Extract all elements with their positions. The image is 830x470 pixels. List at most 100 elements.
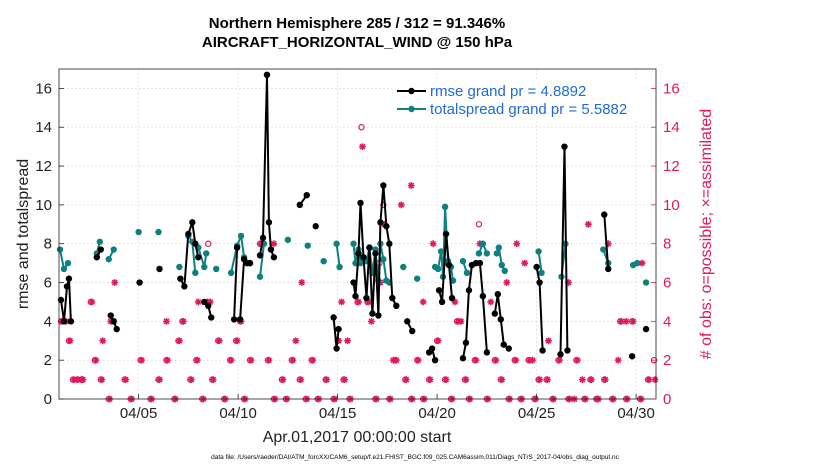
obs-assimilated-marker <box>529 356 537 364</box>
legend-box <box>392 80 650 120</box>
obs-assimilated-marker <box>503 279 511 286</box>
obs-assimilated-marker <box>414 356 422 364</box>
y-axis-label: rmse and totalspread <box>15 159 32 309</box>
spread-point <box>414 275 421 282</box>
rmse-point <box>335 325 342 333</box>
rmse-point <box>350 279 357 286</box>
obs-assimilated-marker <box>355 298 362 306</box>
x-tick-label: 04/30 <box>617 405 655 422</box>
obs-assimilated-marker <box>556 356 563 364</box>
y-tick-label: 12 <box>35 158 52 175</box>
obs-assimilated-marker <box>338 298 345 306</box>
rmse-point <box>494 290 501 298</box>
obs-assimilated-marker <box>270 240 278 248</box>
obs-assimilated-marker <box>98 376 106 383</box>
rmse-point <box>491 310 499 317</box>
obs-assimilated-marker <box>536 376 543 383</box>
obs-assimilated-marker <box>215 337 223 345</box>
obs-assimilated-marker <box>426 376 434 383</box>
legend-rmse-label: rmse grand pr = 4.8892 <box>430 83 586 100</box>
rmse-point <box>442 230 450 238</box>
legend: rmse grand pr = 4.8892 totalspread grand… <box>392 80 650 120</box>
obs-assimilated-marker <box>344 337 351 345</box>
obs-assimilated-marker <box>233 337 241 345</box>
rmse-point <box>363 294 370 302</box>
obs-assimilated-marker <box>614 356 622 364</box>
spread-point <box>284 236 292 244</box>
obs-assimilated-marker <box>323 376 331 383</box>
rmse-point <box>201 298 208 306</box>
spread-point <box>192 269 199 277</box>
x-axis-label: Apr.01,2017 00:00:00 start <box>263 429 452 446</box>
x-tick-label: 04/25 <box>518 405 556 422</box>
rmse-point <box>263 71 271 79</box>
x-tick-label: 04/05 <box>120 405 158 422</box>
rmse-point <box>465 287 473 294</box>
rmse-point <box>357 199 364 207</box>
rmse-point <box>296 201 303 209</box>
y-tick-label: 10 <box>35 197 52 214</box>
obs-assimilated-marker <box>206 298 214 306</box>
spread-point <box>463 269 471 277</box>
x-tick-label: 04/10 <box>219 405 257 422</box>
rmse-point <box>435 287 443 294</box>
spread-point <box>633 259 641 267</box>
spread-point <box>483 250 491 257</box>
spread-point <box>237 232 245 240</box>
obs-assimilated-marker <box>472 356 480 364</box>
spread-point <box>642 279 650 286</box>
y-right-tick-label: 8 <box>663 236 671 253</box>
rmse-point <box>564 347 571 354</box>
rmse-point <box>601 211 608 218</box>
obs-assimilated-marker <box>487 298 495 306</box>
obs-assimilated-marker <box>193 356 201 364</box>
obs-assimilated-marker <box>138 356 145 364</box>
obs-assimilated-marker <box>617 317 625 325</box>
spread-point <box>441 203 449 211</box>
obs-assimilated-marker <box>70 376 78 383</box>
obs-assimilated-marker <box>194 298 202 306</box>
obs-assimilated-marker <box>156 376 163 383</box>
y-tick-label: 14 <box>35 119 52 136</box>
obs-assimilated-marker <box>573 356 581 364</box>
rmse-point <box>195 254 202 261</box>
rmse-point <box>445 261 453 269</box>
obs-assimilated-marker <box>622 317 630 325</box>
spread-point <box>495 244 502 251</box>
rmse-point <box>177 275 184 282</box>
obs-assimilated-marker <box>111 279 119 286</box>
obs-assimilated-marker <box>298 279 306 286</box>
rmse-point <box>208 314 215 321</box>
rmse-point <box>107 312 114 319</box>
obs-assimilated-marker <box>99 337 107 345</box>
obs-assimilated-marker <box>521 259 529 267</box>
rmse-point <box>256 252 264 259</box>
rmse-point <box>372 250 379 257</box>
obs-assimilated-marker <box>289 356 297 364</box>
rmse-point <box>333 345 340 352</box>
y-right-tick-label: 12 <box>663 158 680 175</box>
obs-assimilated-marker <box>365 298 372 306</box>
rmse-point <box>561 143 568 150</box>
spread-point <box>320 257 327 265</box>
spread-point <box>105 256 112 263</box>
obs-assimilated-marker <box>292 337 300 345</box>
rmse-point <box>557 351 564 358</box>
obs-assimilated-marker <box>545 337 552 345</box>
rmse-point <box>360 254 367 261</box>
obs-assimilated-marker <box>341 376 348 383</box>
obs-assimilated-marker <box>175 337 183 345</box>
y-tick-label: 8 <box>44 236 52 253</box>
rmse-point <box>438 298 446 306</box>
obs-assimilated-marker <box>512 356 520 364</box>
obs-assimilated-marker <box>227 356 235 364</box>
rmse-point <box>605 265 612 273</box>
y-right-tick-label: 6 <box>663 275 671 292</box>
obs-assimilated-marker <box>163 317 170 325</box>
obs-assimilated-marker <box>79 376 87 383</box>
chart-subtitle: AIRCRAFT_HORIZONTAL_WIND @ 150 hPa <box>202 34 513 51</box>
rmse-point <box>63 283 71 290</box>
obs-assimilated-marker <box>309 356 317 364</box>
y-tick-label: 16 <box>35 80 52 97</box>
spread-point <box>434 265 442 273</box>
